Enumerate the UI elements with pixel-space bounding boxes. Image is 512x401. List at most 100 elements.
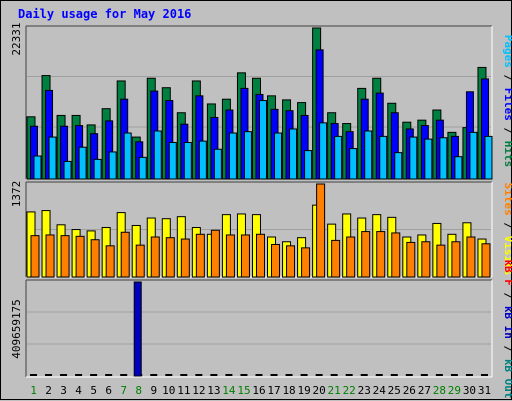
bar-pages-day-16: [258, 100, 267, 180]
x-axis-label-day-28: 28: [433, 384, 446, 397]
bar-kb-in-day-8: [133, 281, 142, 377]
bar-sites-day-26: [406, 241, 416, 278]
bar-sites-day-30: [466, 236, 476, 278]
x-axis-label-day-13: 13: [207, 384, 220, 397]
bar-pages-day-3: [63, 160, 72, 180]
bar-sites-day-7: [120, 231, 130, 278]
bar-sites-day-2: [45, 234, 55, 278]
x-axis-label-day-25: 25: [388, 384, 401, 397]
bar-pages-day-12: [198, 140, 207, 180]
bar-pages-day-19: [304, 150, 313, 180]
bar-sites-day-23: [361, 231, 371, 278]
bar-sites-day-1: [30, 235, 40, 278]
bar-pages-day-4: [78, 146, 87, 180]
x-axis-label-day-17: 17: [267, 384, 280, 397]
bar-sites-day-18: [286, 245, 296, 278]
bar-pages-day-11: [183, 141, 192, 180]
panel-3-background: [26, 280, 492, 377]
bar-sites-day-25: [391, 232, 401, 278]
bar-sites-day-11: [180, 238, 190, 278]
x-axis-label-day-10: 10: [162, 384, 175, 397]
panel-3-legend-item-4: kB Out: [502, 359, 512, 399]
x-axis-label-day-21: 21: [328, 384, 341, 397]
bar-sites-day-8: [135, 244, 145, 278]
panel-1-legend: Pages / Files / Hits: [502, 35, 512, 168]
bar-pages-day-1: [33, 155, 42, 180]
bar-pages-day-30: [469, 131, 478, 180]
panel-1-y-max-label: 22331: [10, 22, 23, 55]
x-axis-label-day-9: 9: [150, 384, 157, 397]
x-axis-label-day-30: 30: [463, 384, 476, 397]
bar-pages-day-6: [108, 151, 117, 180]
bar-pages-day-14: [228, 132, 237, 180]
bar-pages-day-17: [274, 132, 283, 180]
x-axis-label-day-5: 5: [90, 384, 97, 397]
bar-pages-day-22: [349, 148, 358, 180]
bar-sites-day-9: [150, 236, 160, 278]
bar-sites-day-16: [255, 233, 265, 278]
panel-3-y-max-label: 409659175: [10, 299, 23, 359]
x-axis-label-day-6: 6: [105, 384, 112, 397]
panel-3-legend-item-2: kB In: [502, 306, 512, 339]
bar-sites-day-10: [165, 237, 175, 278]
bar-pages-day-21: [334, 135, 343, 180]
bar-pages-day-10: [168, 141, 177, 180]
bar-pages-day-28: [439, 137, 448, 180]
panel-3-legend-item-3: /: [502, 339, 512, 359]
x-axis-label-day-27: 27: [418, 384, 431, 397]
bar-pages-day-7: [123, 132, 132, 180]
bar-pages-day-31: [484, 135, 493, 180]
bar-pages-day-23: [364, 130, 373, 180]
bar-pages-day-8: [138, 156, 147, 180]
panel-2-legend-item-2: Visits: [502, 236, 512, 276]
panel-2-y-max-label: 1372: [10, 181, 23, 208]
bar-sites-day-21: [331, 239, 341, 278]
bar-pages-day-5: [93, 158, 102, 180]
x-axis-label-day-8: 8: [135, 384, 142, 397]
x-axis-label-day-19: 19: [297, 384, 310, 397]
bar-pages-day-27: [424, 138, 433, 180]
bar-pages-day-15: [243, 131, 252, 180]
bar-sites-day-12: [195, 233, 205, 278]
bar-pages-day-25: [394, 152, 403, 180]
panel-1-legend-item-3: /: [502, 121, 512, 141]
x-axis-label-day-3: 3: [60, 384, 67, 397]
panel-1-legend-item-1: /: [502, 68, 512, 88]
panel-3-legend: kB F / kB In / kB Out: [502, 259, 512, 398]
panel-2-legend-item-1: /: [502, 216, 512, 236]
x-axis-label-day-31: 31: [478, 384, 491, 397]
bar-sites-day-14: [225, 234, 235, 278]
x-axis-label-day-11: 11: [177, 384, 190, 397]
bar-sites-day-27: [421, 241, 431, 278]
bar-pages-day-18: [289, 128, 298, 180]
bar-sites-day-28: [436, 244, 446, 278]
x-axis-label-day-29: 29: [448, 384, 461, 397]
bar-sites-day-24: [376, 231, 386, 278]
x-axis-label-day-23: 23: [358, 384, 371, 397]
bar-sites-day-31: [481, 243, 491, 278]
bar-pages-day-26: [409, 136, 418, 180]
bar-sites-day-6: [105, 245, 115, 278]
bar-sites-day-17: [271, 243, 281, 278]
x-axis-label-day-22: 22: [343, 384, 356, 397]
panel-3-legend-item-0: kB F: [502, 259, 512, 286]
panel-1-legend-item-2: Files: [502, 88, 512, 121]
x-axis-label-day-15: 15: [237, 384, 250, 397]
panel-2-legend-item-0: Sites: [502, 183, 512, 216]
x-axis-label-day-12: 12: [192, 384, 205, 397]
x-axis-label-day-1: 1: [30, 384, 37, 397]
x-axis-label-day-20: 20: [313, 384, 326, 397]
bar-sites-day-15: [240, 234, 250, 278]
bar-sites-day-22: [346, 236, 356, 278]
x-axis-label-day-24: 24: [373, 384, 387, 397]
panel-2-legend: Sites / Visits: [502, 183, 512, 276]
bar-sites-day-20: [316, 183, 326, 278]
bar-pages-day-29: [454, 156, 463, 180]
chart-title: Daily usage for May 2016: [18, 7, 192, 21]
bar-sites-day-13: [210, 229, 220, 278]
x-axis-label-day-2: 2: [45, 384, 52, 397]
x-axis-label-day-16: 16: [252, 384, 265, 397]
bar-sites-day-29: [451, 241, 461, 278]
